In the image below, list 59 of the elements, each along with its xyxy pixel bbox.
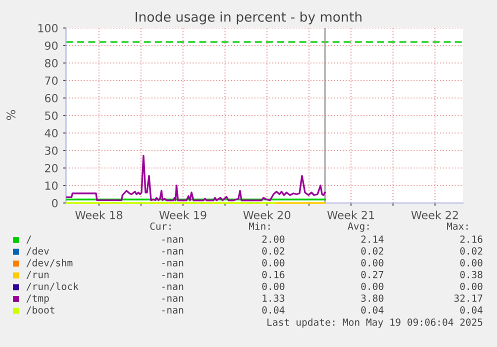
y-tick-label: 20 [45,164,58,172]
text: -nan [162,296,184,302]
text: 2.00 [262,235,284,243]
text: 0.38 [460,270,482,278]
x-tick-label: Week 22 [411,210,458,220]
text: -nan [162,237,184,243]
text: Max: [446,222,468,230]
y-tick-label: 40 [44,128,58,138]
x-tick-label: Week 20 [243,210,290,220]
y-tick-label: 60 [45,94,58,102]
y-tick-label: 90 [44,41,58,50]
text: -nan [162,249,184,255]
text: 0.02 [262,247,284,255]
text: 0.00 [361,259,384,266]
y-axis-title: % [6,110,16,120]
text: Avg: [348,222,369,232]
y-tick-label: 30 [45,146,58,155]
x-tick-label: Week 19 [159,210,206,220]
y-tick-label: 10 [45,181,58,190]
text: 0.00 [262,282,284,290]
text: 1.33 [262,294,284,302]
y-tick-label: 70 [45,76,58,85]
text: 0.00 [262,259,284,266]
text: Min: [248,222,270,230]
legend-label: /run [26,271,49,280]
text: 0.00 [460,282,482,290]
text: Cur: [150,222,171,230]
text: 0.27 [361,270,384,278]
legend-label: /boot [26,306,54,314]
text: 0.02 [460,247,482,255]
text: 0.00 [460,259,482,266]
y-tick-label: 100 [38,24,58,32]
text: 3.80 [361,294,384,302]
text: -nan [162,284,184,290]
text: 0.16 [262,270,284,278]
legend-label: /run/lock [26,282,79,291]
text: -nan [162,308,184,314]
text: Last update: Mon May 19 09:06:04 2025 [267,318,482,328]
y-tick-label: 50 [45,111,58,120]
text: 0.00 [361,282,384,290]
text: 2.14 [361,235,384,243]
x-tick-label: Week 21 [327,210,374,220]
text: -nan [162,272,184,278]
legend-label: / [26,236,32,244]
legend-label: /dev/shm [26,258,72,268]
text: -nan [162,260,184,266]
legend-label: /dev [26,247,49,256]
text: 2.16 [460,235,482,243]
x-tick-label: Week 18 [75,210,122,220]
legend-label: /tmp [26,294,49,304]
line-series [66,154,326,202]
chart-title: Inode usage in percent - by month [136,12,362,24]
text: 0.04 [361,306,384,314]
text: 0.02 [361,247,384,255]
y-tick-label: 0 [52,198,58,208]
text: 32.17 [454,294,482,302]
y-tick-label: 80 [44,58,58,68]
text: 0.04 [262,306,285,314]
text: 0.04 [460,306,483,314]
